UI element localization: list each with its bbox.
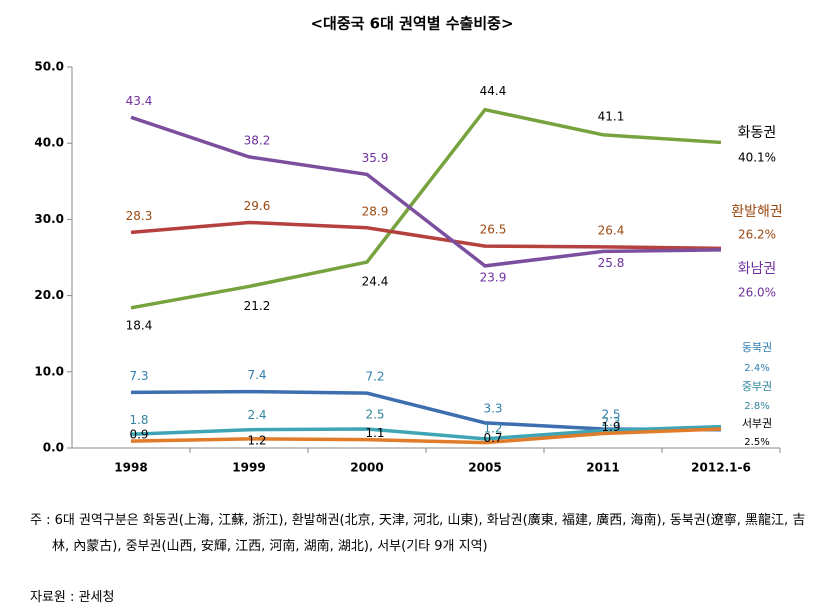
data-label: 7.3 bbox=[129, 369, 148, 383]
data-label: 25.8 bbox=[598, 256, 625, 270]
series-line bbox=[130, 107, 722, 310]
data-label: 2.3 bbox=[601, 415, 620, 429]
data-label: 2.4% bbox=[744, 363, 769, 374]
data-label: 43.4 bbox=[126, 94, 153, 108]
y-tick-label: 0.0 bbox=[43, 441, 64, 455]
data-label: 26.4 bbox=[598, 223, 625, 237]
data-label: 44.4 bbox=[480, 84, 507, 98]
data-label: 29.6 bbox=[244, 199, 271, 213]
x-tick-label: 1999 bbox=[232, 461, 265, 475]
legend-label: 중부권 bbox=[742, 380, 772, 393]
chart-title: <대중국 6대 권역별 수출비중> bbox=[310, 15, 513, 33]
data-label: 1.8 bbox=[129, 413, 148, 427]
data-label: 7.4 bbox=[247, 368, 266, 382]
y-tick-label: 20.0 bbox=[34, 288, 64, 302]
series-line bbox=[130, 427, 722, 445]
chart: <대중국 6대 권역별 수출비중> 0.0 10.0 20.0 30.0 40.0 50.… bbox=[34, 15, 783, 475]
data-label: 18.4 bbox=[126, 318, 153, 332]
x-tick-label: 2005 bbox=[468, 461, 501, 475]
legend-label: 환발해권 bbox=[731, 204, 783, 220]
data-label: 24.4 bbox=[362, 275, 389, 289]
legend-label: 서부권 bbox=[742, 417, 772, 430]
source: 자료원 : 관세청 bbox=[30, 590, 115, 605]
x-tick-label: 2011 bbox=[586, 461, 619, 475]
data-label: 23.9 bbox=[480, 270, 507, 284]
legend-label: 화동권 bbox=[738, 125, 777, 141]
data-label: 2.8% bbox=[744, 401, 769, 412]
data-label: 0.7 bbox=[483, 431, 502, 445]
series-line bbox=[130, 220, 722, 251]
data-label: 1.2 bbox=[483, 421, 502, 435]
data-label: 0.9 bbox=[129, 428, 148, 442]
x-tick-label: 2012.1-6 bbox=[691, 461, 751, 475]
data-label: 2.5% bbox=[744, 437, 769, 448]
data-label: 38.2 bbox=[244, 133, 271, 147]
data-label: 28.3 bbox=[126, 209, 153, 223]
y-tick-label: 40.0 bbox=[34, 136, 64, 150]
data-label: 2.4 bbox=[247, 408, 266, 422]
x-tick-label: 1998 bbox=[114, 461, 147, 475]
data-label: 26.0% bbox=[738, 286, 776, 300]
x-tick-label: 2000 bbox=[350, 461, 383, 475]
series-line bbox=[130, 389, 722, 432]
legend-label: 화남권 bbox=[738, 261, 777, 277]
data-label: 3.3 bbox=[483, 401, 502, 415]
data-label: 1.9 bbox=[601, 420, 620, 434]
data-label: 28.9 bbox=[362, 204, 389, 218]
footnote: 주 : 6대 권역구분은 화동권(上海, 江蘇, 浙江), 환발해권(北京, 天… bbox=[30, 513, 806, 554]
y-tick-label: 30.0 bbox=[34, 212, 64, 226]
data-label: 1.1 bbox=[365, 426, 384, 440]
data-label: 21.2 bbox=[244, 299, 271, 313]
series-line bbox=[130, 424, 722, 441]
legend-label: 동북권 bbox=[742, 341, 772, 354]
y-tick-label: 50.0 bbox=[34, 60, 64, 74]
data-label: 1.2 bbox=[247, 433, 266, 447]
data-label: 40.1% bbox=[738, 151, 776, 165]
data-label: 35.9 bbox=[362, 151, 389, 165]
data-label: 26.5 bbox=[480, 223, 507, 237]
data-label: 2.5 bbox=[601, 407, 620, 421]
data-label: 26.2% bbox=[738, 228, 776, 242]
data-label: 2.5 bbox=[365, 407, 384, 421]
data-label: 41.1 bbox=[598, 109, 625, 123]
series-line bbox=[130, 115, 722, 268]
data-label: 7.2 bbox=[365, 370, 384, 384]
y-tick-label: 10.0 bbox=[34, 364, 64, 378]
